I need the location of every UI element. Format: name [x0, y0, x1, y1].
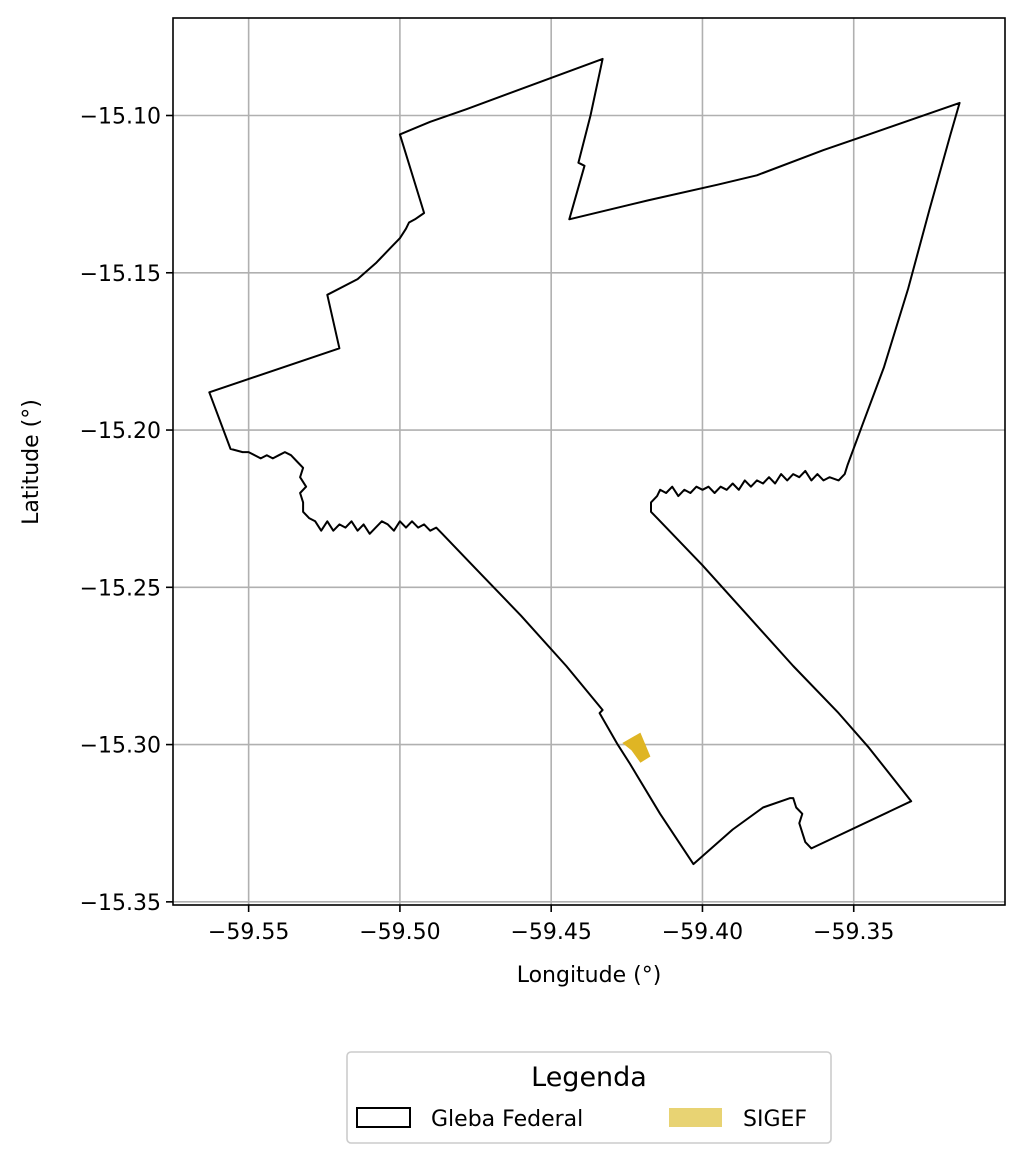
- axis-ticks: −59.55 −59.50 −59.45 −59.40 −59.35 −15.10 −15.…: [80, 105, 895, 945]
- legend-swatch-gleba-federal: [356, 1107, 411, 1128]
- axes-frame: [172, 17, 1006, 906]
- x-tick-label: −59.35: [813, 920, 894, 945]
- x-tick-label: −59.40: [662, 920, 743, 945]
- legend-title: Legenda: [531, 1062, 647, 1093]
- legend: Legenda Gleba Federal SIGEF: [346, 1051, 832, 1144]
- sigef-polygon: [622, 732, 651, 763]
- x-tick-label: −59.50: [359, 920, 440, 945]
- x-axis-title: Longitude (°): [517, 963, 662, 988]
- legend-label-sigef: SIGEF: [743, 1107, 807, 1132]
- legend-swatch-sigef: [669, 1108, 722, 1127]
- y-axis-title: Latitude (°): [19, 399, 44, 525]
- map-layers: [208, 57, 961, 866]
- gleba-federal-polygon: [208, 57, 961, 866]
- y-tick-label: −15.35: [80, 891, 161, 916]
- y-tick-label: −15.10: [80, 105, 161, 130]
- y-tick-label: −15.15: [80, 262, 161, 287]
- y-tick-label: −15.25: [80, 576, 161, 601]
- x-tick-label: −59.45: [510, 920, 591, 945]
- legend-label-gleba-federal: Gleba Federal: [431, 1107, 583, 1132]
- y-tick-label: −15.20: [80, 419, 161, 444]
- y-tick-label: −15.30: [80, 734, 161, 759]
- x-tick-label: −59.55: [208, 920, 289, 945]
